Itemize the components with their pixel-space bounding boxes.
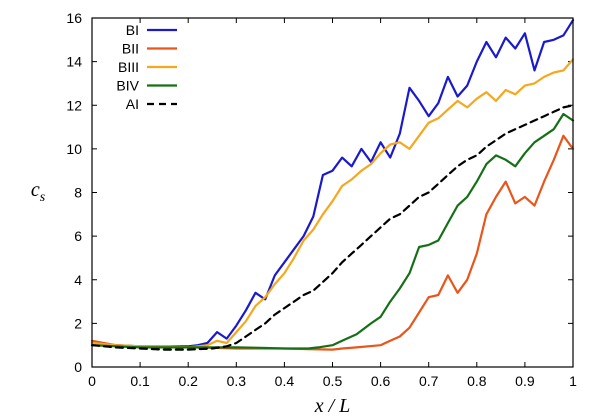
y-tick-label: 4	[74, 272, 82, 288]
y-tick-label: 12	[66, 97, 82, 113]
y-tick-label: 16	[66, 10, 82, 26]
x-tick-label: 0.2	[178, 373, 198, 389]
x-axis-ticks: 0 0.1 0.2 0.3 0.4 0.5 0.6 0.7 0.8 0.9 1	[88, 18, 577, 389]
y-tick-label: 10	[66, 141, 82, 157]
series-line-bii	[90, 134, 575, 351]
plot-area	[90, 19, 575, 351]
legend-label-bii: BII	[122, 41, 139, 57]
legend-label-bi: BI	[126, 22, 139, 38]
series-line-biv	[90, 112, 575, 350]
x-tick-label: 0.6	[371, 373, 391, 389]
x-tick-label: 0	[88, 373, 96, 389]
y-tick-label: 8	[74, 185, 82, 201]
y-tick-label: 6	[74, 228, 82, 244]
y-axis-label-main: c	[31, 179, 40, 201]
legend: BI BII BIII BIV AI	[116, 22, 177, 112]
x-tick-label: 0.4	[275, 373, 295, 389]
x-axis-label: x / L	[314, 395, 351, 417]
legend-label-biii: BIII	[118, 59, 139, 75]
y-axis-label: cs	[31, 179, 46, 205]
x-tick-label: 0.3	[227, 373, 247, 389]
y-tick-label: 0	[74, 359, 82, 375]
legend-label-ai: AI	[126, 96, 139, 112]
y-axis-label-subscript: s	[40, 190, 46, 205]
series-line-ai	[90, 104, 575, 351]
series-line-biii	[90, 58, 575, 349]
x-tick-label: 0.9	[515, 373, 535, 389]
y-tick-label: 14	[66, 54, 82, 70]
x-tick-label: 0.7	[419, 373, 439, 389]
x-tick-label: 0.5	[323, 373, 343, 389]
legend-label-biv: BIV	[116, 78, 139, 94]
x-tick-label: 0.8	[467, 373, 487, 389]
plot-frame	[91, 17, 574, 368]
y-tick-label: 2	[74, 315, 82, 331]
x-tick-label: 1	[569, 373, 577, 389]
x-tick-label: 0.1	[130, 373, 150, 389]
series-line-bi	[90, 19, 575, 348]
